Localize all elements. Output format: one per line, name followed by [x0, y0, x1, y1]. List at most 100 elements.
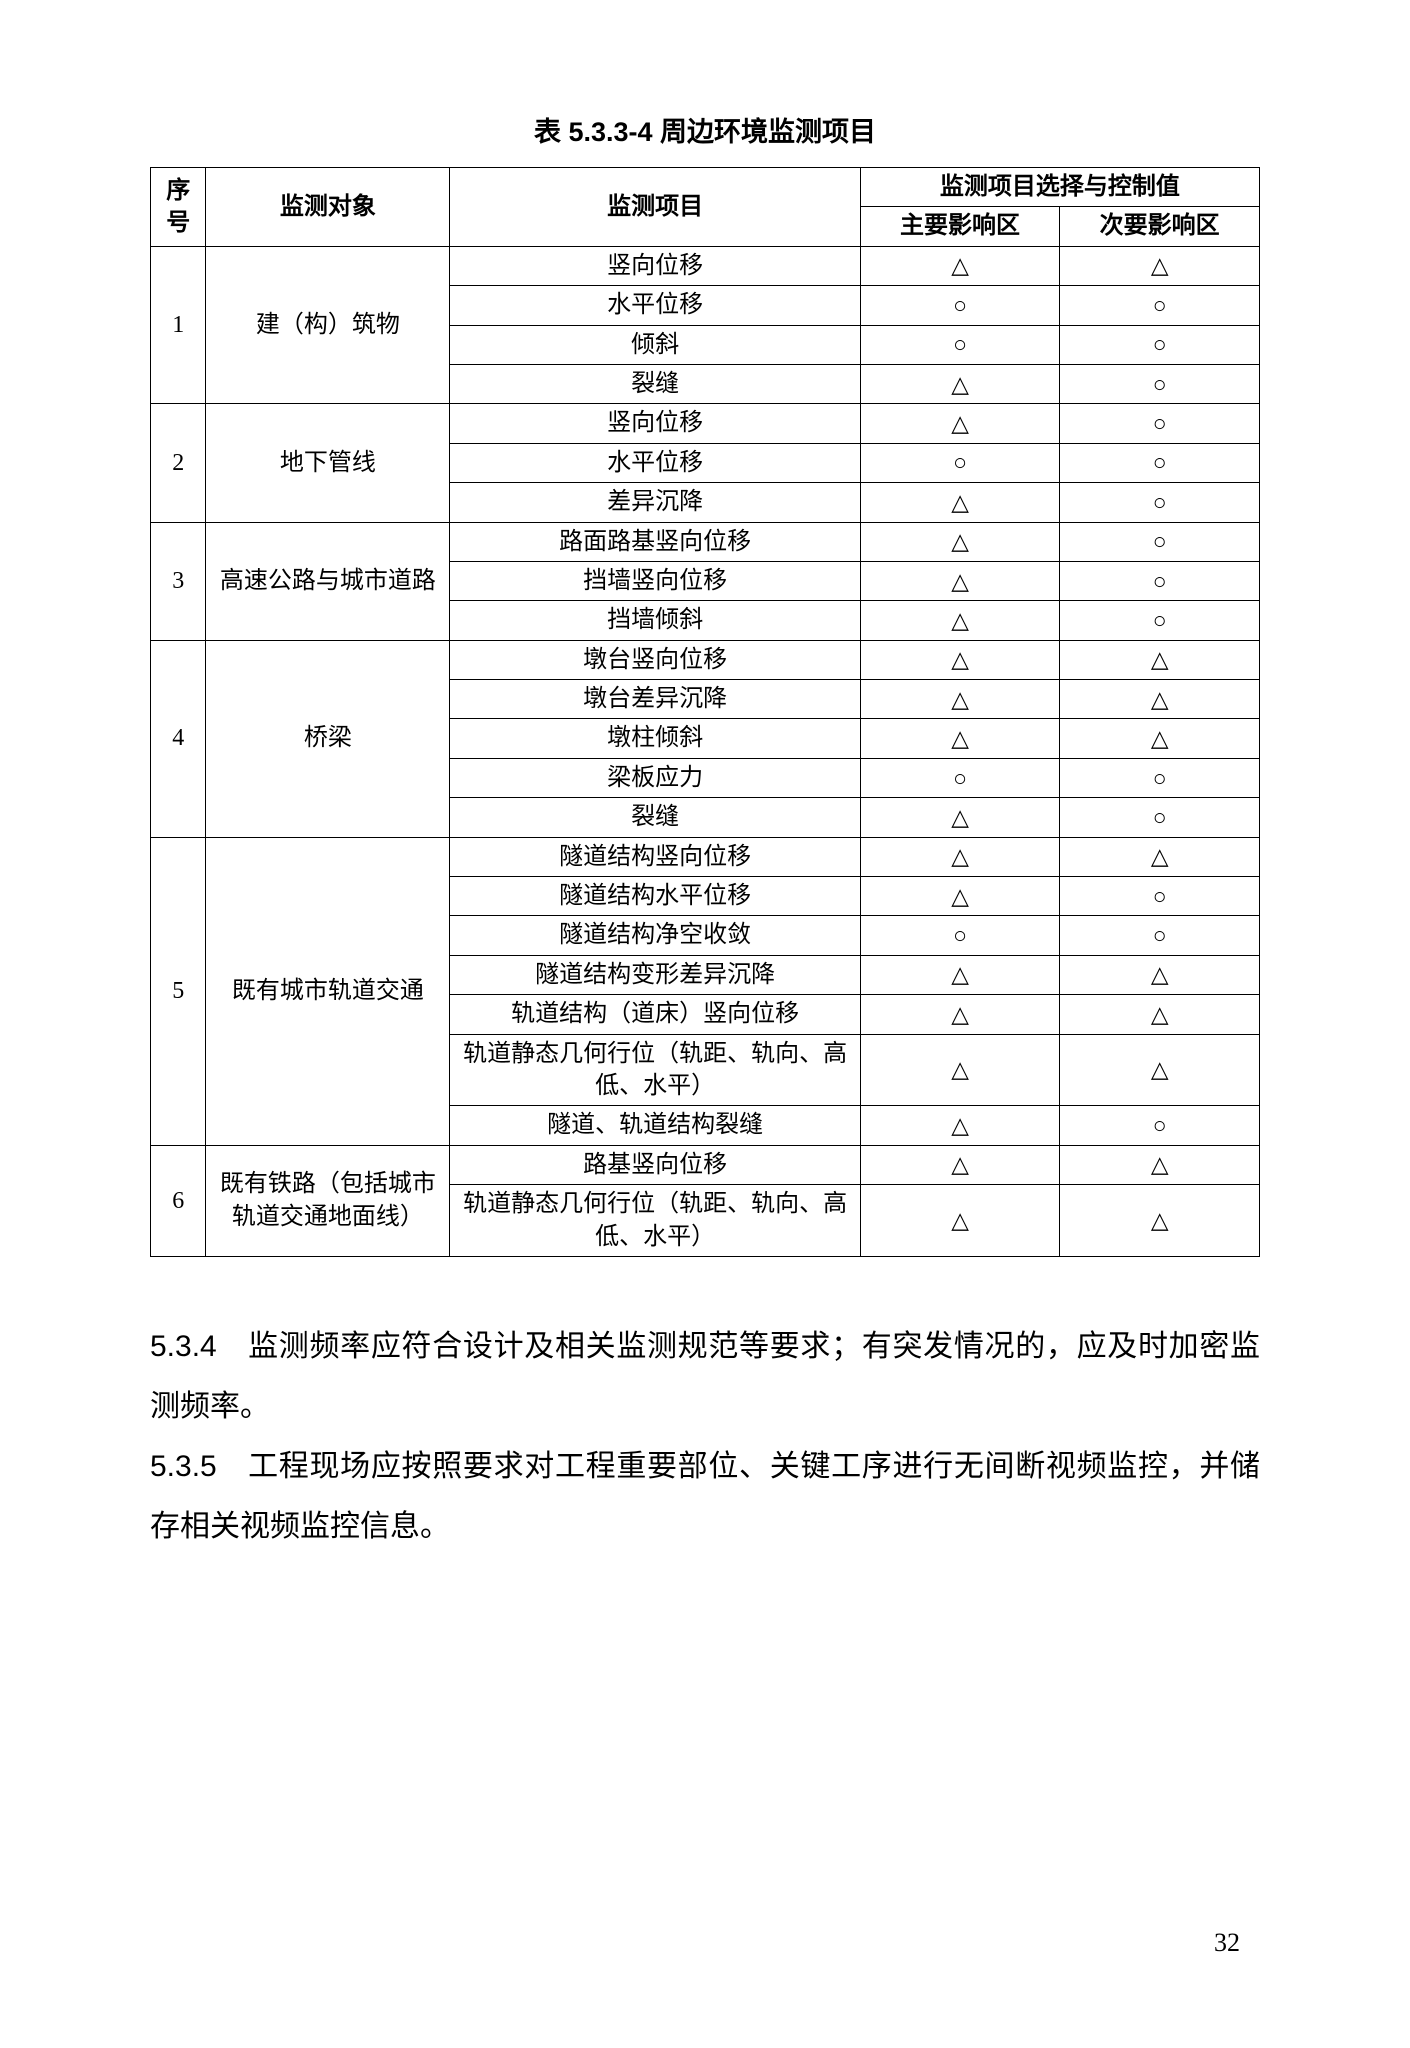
table-row: 6既有铁路（包括城市轨道交通地面线）路基竖向位移△△ [151, 1145, 1260, 1184]
table-title: 表 5.3.3-4 周边环境监测项目 [150, 110, 1260, 149]
cell-secondary: △ [1060, 246, 1260, 285]
cell-secondary: ○ [1060, 798, 1260, 837]
cell-primary: △ [860, 837, 1060, 876]
cell-secondary: △ [1060, 1034, 1260, 1106]
cell-primary: △ [860, 483, 1060, 522]
cell-secondary: ○ [1060, 483, 1260, 522]
table-row: 5既有城市轨道交通隧道结构竖向位移△△ [151, 837, 1260, 876]
table-row: 3高速公路与城市道路路面路基竖向位移△○ [151, 522, 1260, 561]
cell-primary: ○ [860, 916, 1060, 955]
page-number: 32 [1214, 1928, 1240, 1958]
table-row: 2地下管线竖向位移△○ [151, 404, 1260, 443]
cell-primary: ○ [860, 286, 1060, 325]
table-row: 1建（构）筑物竖向位移△△ [151, 246, 1260, 285]
cell-secondary: △ [1060, 1145, 1260, 1184]
cell-secondary: ○ [1060, 561, 1260, 600]
cell-primary: △ [860, 1106, 1060, 1145]
cell-secondary: ○ [1060, 758, 1260, 797]
table-row: 4桥梁墩台竖向位移△△ [151, 640, 1260, 679]
cell-secondary: △ [1060, 955, 1260, 994]
header-control-group: 监测项目选择与控制值 [860, 168, 1259, 207]
cell-item: 隧道结构净空收敛 [450, 916, 860, 955]
header-primary: 主要影响区 [860, 207, 1060, 246]
cell-primary: △ [860, 404, 1060, 443]
cell-secondary: ○ [1060, 404, 1260, 443]
cell-object: 地下管线 [206, 404, 450, 522]
cell-item: 隧道结构竖向位移 [450, 837, 860, 876]
header-object: 监测对象 [206, 168, 450, 247]
cell-primary: △ [860, 995, 1060, 1034]
section-number: 5.3.5 [150, 1450, 217, 1483]
cell-item: 墩柱倾斜 [450, 719, 860, 758]
monitoring-table: 序号 监测对象 监测项目 监测项目选择与控制值 主要影响区 次要影响区 1建（构… [150, 167, 1260, 1257]
cell-primary: △ [860, 719, 1060, 758]
table-body: 1建（构）筑物竖向位移△△水平位移○○倾斜○○裂缝△○2地下管线竖向位移△○水平… [151, 246, 1260, 1256]
cell-item: 轨道静态几何行位（轨距、轨向、高低、水平） [450, 1185, 860, 1257]
cell-item: 挡墙竖向位移 [450, 561, 860, 600]
document-page: 表 5.3.3-4 周边环境监测项目 序号 监测对象 监测项目 监测项目选择与控… [0, 0, 1410, 2048]
cell-item: 梁板应力 [450, 758, 860, 797]
cell-item: 裂缝 [450, 364, 860, 403]
cell-object: 建（构）筑物 [206, 246, 450, 404]
paragraph: 5.3.4 监测频率应符合设计及相关监测规范等要求；有突发情况的，应及时加密监测… [150, 1317, 1260, 1437]
cell-primary: △ [860, 364, 1060, 403]
cell-primary: △ [860, 1145, 1060, 1184]
cell-secondary: △ [1060, 640, 1260, 679]
cell-secondary: △ [1060, 680, 1260, 719]
cell-item: 隧道结构水平位移 [450, 877, 860, 916]
cell-item: 轨道结构（道床）竖向位移 [450, 995, 860, 1034]
cell-primary: ○ [860, 443, 1060, 482]
cell-secondary: ○ [1060, 1106, 1260, 1145]
cell-primary: △ [860, 1034, 1060, 1106]
table-header: 序号 监测对象 监测项目 监测项目选择与控制值 主要影响区 次要影响区 [151, 168, 1260, 247]
cell-item: 轨道静态几何行位（轨距、轨向、高低、水平） [450, 1034, 860, 1106]
cell-primary: ○ [860, 325, 1060, 364]
header-seq: 序号 [151, 168, 206, 247]
cell-item: 路基竖向位移 [450, 1145, 860, 1184]
cell-primary: ○ [860, 758, 1060, 797]
cell-secondary: ○ [1060, 325, 1260, 364]
cell-primary: △ [860, 798, 1060, 837]
paragraph-text: 工程现场应按照要求对工程重要部位、关键工序进行无间断视频监控，并储存相关视频监控… [150, 1450, 1260, 1543]
cell-primary: △ [860, 561, 1060, 600]
cell-seq: 4 [151, 640, 206, 837]
cell-secondary: ○ [1060, 443, 1260, 482]
cell-primary: △ [860, 246, 1060, 285]
cell-primary: △ [860, 955, 1060, 994]
cell-seq: 5 [151, 837, 206, 1145]
cell-item: 差异沉降 [450, 483, 860, 522]
cell-item: 墩台差异沉降 [450, 680, 860, 719]
cell-seq: 2 [151, 404, 206, 522]
cell-secondary: ○ [1060, 916, 1260, 955]
cell-item: 裂缝 [450, 798, 860, 837]
cell-primary: △ [860, 522, 1060, 561]
cell-primary: △ [860, 640, 1060, 679]
body-text: 5.3.4 监测频率应符合设计及相关监测规范等要求；有突发情况的，应及时加密监测… [150, 1317, 1260, 1557]
cell-secondary: △ [1060, 1185, 1260, 1257]
cell-secondary: △ [1060, 837, 1260, 876]
cell-item: 水平位移 [450, 443, 860, 482]
paragraph: 5.3.5 工程现场应按照要求对工程重要部位、关键工序进行无间断视频监控，并储存… [150, 1437, 1260, 1557]
cell-item: 路面路基竖向位移 [450, 522, 860, 561]
cell-item: 竖向位移 [450, 246, 860, 285]
cell-secondary: ○ [1060, 522, 1260, 561]
header-secondary: 次要影响区 [1060, 207, 1260, 246]
cell-object: 既有铁路（包括城市轨道交通地面线） [206, 1145, 450, 1256]
cell-object: 桥梁 [206, 640, 450, 837]
cell-seq: 3 [151, 522, 206, 640]
cell-secondary: △ [1060, 719, 1260, 758]
header-item: 监测项目 [450, 168, 860, 247]
cell-item: 水平位移 [450, 286, 860, 325]
cell-object: 高速公路与城市道路 [206, 522, 450, 640]
cell-secondary: ○ [1060, 877, 1260, 916]
paragraph-text: 监测频率应符合设计及相关监测规范等要求；有突发情况的，应及时加密监测频率。 [150, 1330, 1260, 1423]
cell-secondary: ○ [1060, 364, 1260, 403]
cell-secondary: △ [1060, 995, 1260, 1034]
section-number: 5.3.4 [150, 1330, 217, 1363]
cell-item: 竖向位移 [450, 404, 860, 443]
cell-primary: △ [860, 601, 1060, 640]
cell-primary: △ [860, 1185, 1060, 1257]
cell-seq: 6 [151, 1145, 206, 1256]
cell-item: 隧道、轨道结构裂缝 [450, 1106, 860, 1145]
cell-item: 墩台竖向位移 [450, 640, 860, 679]
